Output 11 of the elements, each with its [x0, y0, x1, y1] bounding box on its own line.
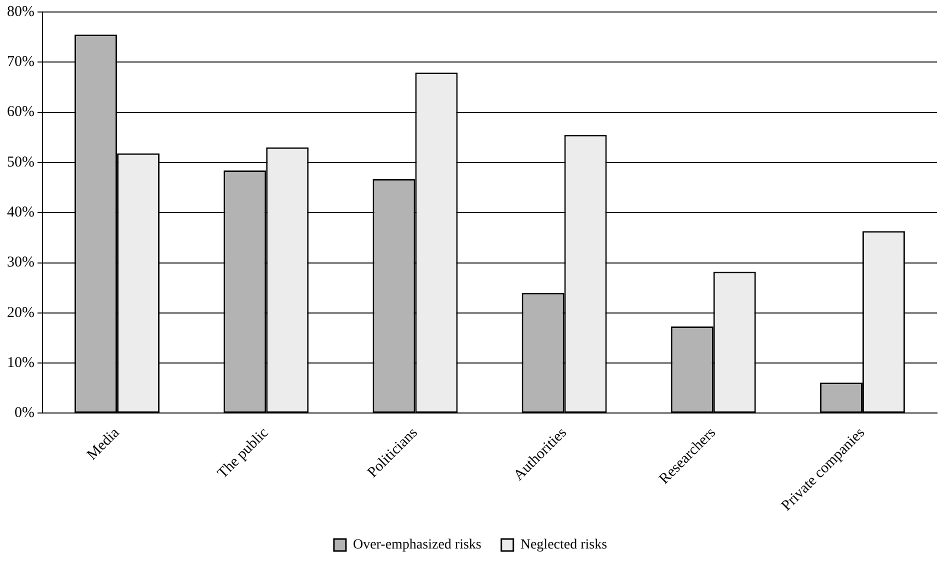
y-tick-label: 20%	[6, 304, 34, 321]
y-tick-label: 30%	[6, 254, 34, 271]
legend-label: Neglected risks	[520, 538, 608, 553]
y-tick-label: 60%	[6, 104, 34, 120]
legend-label: Over-emphasized risks	[352, 538, 482, 553]
y-tick-label: 10%	[6, 355, 34, 372]
y-tick-label: 40%	[6, 204, 34, 221]
y-tick-label: 0%	[14, 405, 34, 422]
y-tick-label: 50%	[6, 154, 34, 170]
y-tick-label: 70%	[6, 54, 34, 70]
y-tick-label: 80%	[6, 4, 34, 20]
